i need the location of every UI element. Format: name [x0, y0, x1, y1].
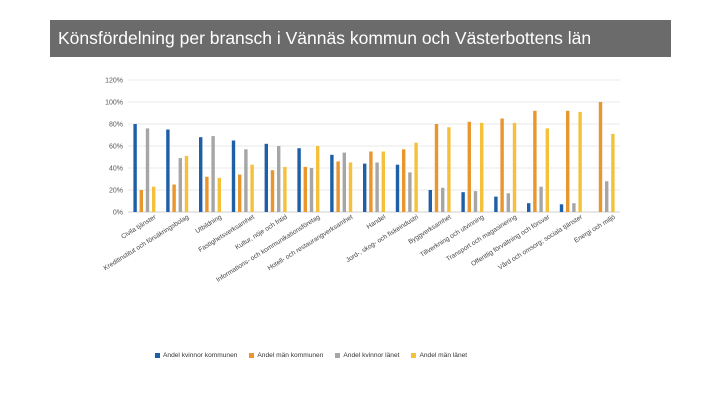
legend-label: Andel män kommunen: [257, 351, 324, 359]
bar-andel-kvinnor-länet-12: [539, 186, 543, 212]
bar-andel-kvinnor-kommunen-6: [330, 154, 334, 212]
y-tick-label: 60%: [109, 144, 123, 151]
bar-andel-män-kommunen-11: [500, 118, 504, 212]
bar-andel-män-länet-5: [316, 146, 320, 212]
bar-andel-män-länet-9: [447, 127, 451, 212]
category-label: Handel: [366, 213, 388, 230]
bar-andel-kvinnor-länet-3: [244, 149, 248, 212]
bar-andel-män-länet-2: [217, 177, 221, 212]
bar-andel-kvinnor-länet-4: [277, 146, 281, 212]
legend-label: Andel kvinnor länet: [343, 351, 400, 359]
bar-andel-kvinnor-länet-2: [211, 136, 215, 212]
y-tick-label: 0%: [113, 210, 123, 217]
bar-andel-kvinnor-kommunen-3: [231, 140, 236, 212]
bar-andel-kvinnor-länet-13: [572, 203, 576, 212]
bar-andel-män-länet-10: [480, 122, 484, 212]
bar-andel-kvinnor-kommunen-1: [166, 129, 170, 212]
bar-andel-män-kommunen-8: [402, 149, 406, 212]
bar-andel-kvinnor-kommunen-5: [297, 148, 301, 212]
chart-title: Könsfördelning per bransch i Vännäs komm…: [58, 28, 592, 48]
bar-andel-kvinnor-kommunen-9: [428, 190, 432, 212]
bar-andel-kvinnor-länet-5: [309, 168, 314, 212]
legend-swatch: [411, 352, 417, 358]
legend-item-man-kommunen: Andel män kommunen: [249, 352, 323, 359]
bar-andel-män-kommunen-9: [434, 124, 439, 212]
bar-andel-kvinnor-kommunen-7: [363, 163, 367, 212]
bar-andel-män-kommunen-6: [336, 161, 340, 212]
bar-andel-män-länet-13: [578, 111, 582, 212]
bar-andel-män-länet-4: [283, 166, 287, 212]
bar-andel-kvinnor-kommunen-8: [395, 164, 400, 212]
bar-andel-män-länet-3: [250, 164, 254, 212]
bar-andel-män-kommunen-7: [369, 151, 373, 212]
y-tick-label: 80%: [109, 122, 123, 129]
legend-item-kvinnor-lanet: Andel kvinnor länet: [335, 352, 399, 359]
y-tick-label: 100%: [105, 100, 123, 107]
legend-swatch: [335, 352, 341, 358]
bar-andel-män-kommunen-2: [205, 176, 209, 212]
bar-andel-kvinnor-kommunen-0: [133, 124, 137, 212]
category-label: Utbildning: [194, 214, 223, 236]
bar-andel-kvinnor-länet-7: [375, 162, 379, 212]
bar-andel-män-länet-11: [512, 122, 517, 212]
bar-andel-kvinnor-länet-0: [145, 128, 150, 212]
bar-andel-kvinnor-länet-10: [473, 191, 478, 212]
bar-andel-män-länet-0: [152, 186, 156, 212]
bar-andel-kvinnor-kommunen-11: [494, 196, 498, 212]
bar-andel-män-kommunen-13: [566, 110, 570, 212]
legend-label: Andel män länet: [419, 351, 468, 359]
bar-andel-män-länet-14: [611, 133, 615, 212]
bar-andel-kvinnor-länet-6: [342, 152, 346, 212]
bar-andel-män-kommunen-3: [238, 174, 242, 212]
bar-andel-män-länet-8: [414, 142, 418, 212]
gridlines: [128, 79, 620, 213]
bar-andel-män-kommunen-4: [270, 170, 275, 212]
legend-swatch: [249, 352, 255, 358]
bar-andel-kvinnor-kommunen-10: [461, 192, 465, 212]
bar-andel-män-länet-1: [184, 155, 189, 212]
legend-item-man-lanet: Andel män länet: [411, 352, 467, 359]
legend: Andel kvinnor kommunen Andel män kommune…: [155, 350, 467, 360]
bar-andel-män-länet-12: [545, 128, 549, 212]
bar-andel-kvinnor-länet-1: [178, 158, 182, 212]
y-axis-ticks: 0% 20% 40% 60% 80% 100% 120%: [105, 78, 123, 217]
bar-andel-män-länet-6: [348, 162, 353, 212]
category-label: Fastighetsverksamhet: [197, 214, 256, 254]
bar-andel-kvinnor-länet-14: [605, 181, 609, 212]
bar-andel-män-kommunen-5: [303, 166, 307, 212]
legend-item-kvinnor-kommunen: Andel kvinnor kommunen: [155, 352, 237, 359]
legend-swatch: [155, 352, 160, 358]
y-tick-label: 20%: [109, 188, 123, 195]
bar-andel-kvinnor-kommunen-12: [527, 203, 531, 212]
y-tick-label: 40%: [109, 166, 123, 173]
bar-andel-kvinnor-länet-11: [506, 193, 510, 212]
bars: [133, 102, 615, 212]
bar-andel-män-kommunen-14: [598, 102, 603, 212]
bar-andel-kvinnor-kommunen-2: [199, 137, 203, 212]
bar-andel-kvinnor-kommunen-4: [264, 143, 268, 212]
title-bar: Könsfördelning per bransch i Vännäs komm…: [50, 20, 671, 57]
y-tick-label: 120%: [105, 78, 123, 85]
bar-andel-kvinnor-länet-8: [408, 172, 412, 212]
bar-andel-män-kommunen-12: [533, 110, 537, 212]
bar-andel-män-kommunen-1: [172, 184, 176, 212]
bar-andel-kvinnor-kommunen-13: [559, 204, 564, 212]
bar-andel-män-länet-7: [381, 151, 385, 212]
bar-andel-kvinnor-länet-9: [441, 187, 445, 212]
bar-andel-män-kommunen-0: [139, 190, 143, 212]
bar-andel-män-kommunen-10: [467, 121, 471, 212]
legend-label: Andel kvinnor kommunen: [163, 351, 238, 359]
